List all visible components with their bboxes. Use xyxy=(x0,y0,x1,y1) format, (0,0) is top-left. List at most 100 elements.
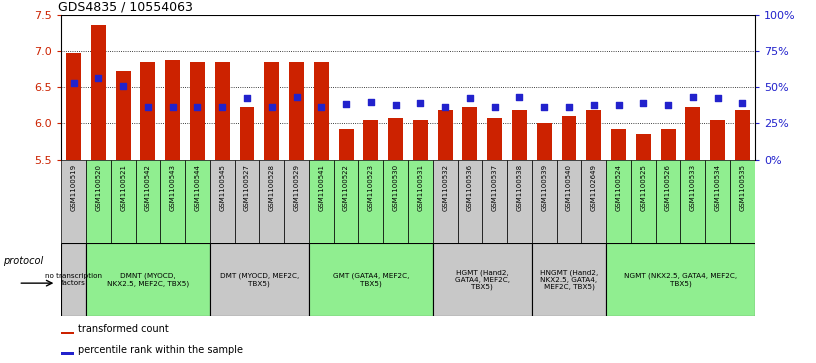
Point xyxy=(166,105,180,110)
Bar xyxy=(339,129,353,160)
Point xyxy=(686,94,699,99)
Text: percentile rank within the sample: percentile rank within the sample xyxy=(78,345,243,355)
Bar xyxy=(685,107,700,160)
Text: GSM1100520: GSM1100520 xyxy=(95,164,101,211)
Point xyxy=(389,102,402,108)
Bar xyxy=(537,123,552,160)
Bar xyxy=(413,120,428,160)
Bar xyxy=(681,160,705,243)
Point xyxy=(488,105,501,110)
Bar xyxy=(61,352,73,355)
Point xyxy=(215,105,228,110)
Text: GSM1100532: GSM1100532 xyxy=(442,164,448,211)
Point xyxy=(315,105,328,110)
Point xyxy=(265,105,278,110)
Bar xyxy=(611,129,626,160)
Point xyxy=(141,105,154,110)
Point xyxy=(191,105,204,110)
Text: GSM1100527: GSM1100527 xyxy=(244,164,250,211)
Text: GSM1100540: GSM1100540 xyxy=(566,164,572,211)
Point xyxy=(92,76,105,81)
Point xyxy=(736,100,749,106)
Text: GSM1100528: GSM1100528 xyxy=(268,164,275,211)
Point xyxy=(241,95,254,101)
Bar xyxy=(482,160,507,243)
Bar xyxy=(309,160,334,243)
Point xyxy=(339,101,353,107)
Bar xyxy=(91,25,106,160)
Bar xyxy=(463,107,477,160)
Bar xyxy=(264,62,279,160)
Bar xyxy=(532,243,606,316)
Text: GSM1100526: GSM1100526 xyxy=(665,164,671,211)
Bar xyxy=(437,110,453,160)
Text: GSM1100525: GSM1100525 xyxy=(641,164,646,211)
Bar xyxy=(66,53,81,160)
Text: GSM1100538: GSM1100538 xyxy=(517,164,522,211)
Text: DMNT (MYOCD,
NKX2.5, MEF2C, TBX5): DMNT (MYOCD, NKX2.5, MEF2C, TBX5) xyxy=(107,273,189,286)
Point xyxy=(414,100,427,106)
Bar xyxy=(240,107,255,160)
Bar xyxy=(140,62,155,160)
Point xyxy=(538,105,551,110)
Bar xyxy=(432,243,532,316)
Bar xyxy=(165,60,180,160)
Text: no transcription
factors: no transcription factors xyxy=(45,273,102,286)
Bar xyxy=(86,243,210,316)
Text: GSM1100545: GSM1100545 xyxy=(220,164,225,211)
Text: transformed count: transformed count xyxy=(78,324,169,334)
Bar xyxy=(408,160,432,243)
Point xyxy=(588,102,601,108)
Bar xyxy=(582,160,606,243)
Bar xyxy=(215,62,229,160)
Bar xyxy=(289,62,304,160)
Bar xyxy=(730,160,755,243)
Text: DMT (MYOCD, MEF2C,
TBX5): DMT (MYOCD, MEF2C, TBX5) xyxy=(220,273,299,286)
Text: GSM1100533: GSM1100533 xyxy=(690,164,696,211)
Bar xyxy=(61,332,73,334)
Text: NGMT (NKX2.5, GATA4, MEF2C,
TBX5): NGMT (NKX2.5, GATA4, MEF2C, TBX5) xyxy=(624,273,737,286)
Text: GSM1100535: GSM1100535 xyxy=(739,164,745,211)
Bar xyxy=(557,160,581,243)
Bar xyxy=(735,110,750,160)
Bar xyxy=(507,160,532,243)
Bar xyxy=(309,243,432,316)
Bar xyxy=(512,110,527,160)
Text: GSM1100521: GSM1100521 xyxy=(120,164,126,211)
Point xyxy=(364,99,377,105)
Point xyxy=(711,95,724,101)
Text: GSM1100523: GSM1100523 xyxy=(368,164,374,211)
Bar xyxy=(358,160,384,243)
Text: GMT (GATA4, MEF2C,
TBX5): GMT (GATA4, MEF2C, TBX5) xyxy=(333,273,409,286)
Point xyxy=(117,83,130,89)
Bar xyxy=(116,71,131,160)
Bar xyxy=(111,160,135,243)
Text: HGMT (Hand2,
GATA4, MEF2C,
TBX5): HGMT (Hand2, GATA4, MEF2C, TBX5) xyxy=(455,269,510,290)
Bar xyxy=(259,160,284,243)
Bar xyxy=(561,116,576,160)
Text: HNGMT (Hand2,
NKX2.5, GATA4,
MEF2C, TBX5): HNGMT (Hand2, NKX2.5, GATA4, MEF2C, TBX5… xyxy=(540,269,598,290)
Bar xyxy=(705,160,730,243)
Text: GSM1100542: GSM1100542 xyxy=(145,164,151,211)
Text: GDS4835 / 10554063: GDS4835 / 10554063 xyxy=(58,0,193,13)
Text: GSM1100534: GSM1100534 xyxy=(715,164,721,211)
Text: GSM1100522: GSM1100522 xyxy=(343,164,349,211)
Point xyxy=(636,100,650,106)
Text: GSM1100530: GSM1100530 xyxy=(392,164,398,211)
Bar xyxy=(487,118,502,160)
Point xyxy=(290,94,303,99)
Text: GSM1100519: GSM1100519 xyxy=(71,164,77,211)
Bar xyxy=(388,118,403,160)
Bar xyxy=(334,160,358,243)
Text: protocol: protocol xyxy=(3,256,43,266)
Bar xyxy=(532,160,557,243)
Bar xyxy=(284,160,309,243)
Text: GSM1100524: GSM1100524 xyxy=(615,164,622,211)
Bar xyxy=(61,243,86,316)
Bar xyxy=(210,160,235,243)
Text: GSM1100531: GSM1100531 xyxy=(418,164,424,211)
Bar xyxy=(185,160,210,243)
Bar xyxy=(661,129,676,160)
Bar xyxy=(86,160,111,243)
Bar xyxy=(631,160,656,243)
